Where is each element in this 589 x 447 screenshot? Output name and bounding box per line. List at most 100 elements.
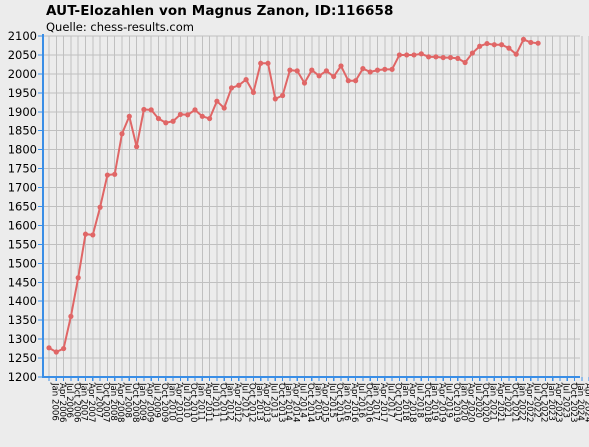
series-layer: [46, 36, 541, 355]
data-point: [141, 106, 147, 113]
data-point: [484, 40, 490, 47]
x-tick-label: Jan 2006: [50, 382, 60, 421]
data-point: [126, 113, 132, 119]
data-point: [506, 45, 512, 51]
x-tick-label: Jan 2021: [488, 382, 498, 421]
data-point: [228, 85, 235, 91]
x-tick-label: Jan 2022: [517, 382, 527, 421]
data-point: [243, 76, 249, 83]
axes: [38, 34, 589, 381]
y-tick-label: 2000: [8, 67, 37, 81]
x-tick-label: Jan 2017: [371, 382, 381, 421]
data-point: [338, 63, 344, 69]
x-tick-label: Apr 2010: [174, 383, 184, 422]
x-tick-label: Apr 2022: [524, 383, 534, 422]
data-point: [331, 73, 337, 80]
data-point: [360, 65, 366, 72]
data-point: [272, 96, 278, 102]
data-point: [97, 204, 103, 210]
data-point: [455, 55, 461, 61]
x-tick-label: Jul 2020: [473, 382, 483, 418]
x-tick-label: Oct 2013: [276, 383, 286, 422]
x-tick-label: Oct 2011: [217, 383, 227, 422]
data-point: [104, 172, 110, 178]
x-tick-label: Jul 2013: [269, 382, 279, 418]
x-tick-label: Jan 2010: [166, 382, 176, 421]
x-tick-label: Apr 2015: [320, 383, 330, 422]
data-point: [345, 78, 351, 84]
x-tick-label: Oct 2006: [71, 383, 81, 422]
data-point: [426, 54, 432, 60]
x-tick-label: Apr 2020: [466, 383, 476, 422]
data-point: [440, 54, 446, 61]
data-point: [280, 92, 286, 99]
x-tick-label: Jan 2014: [283, 382, 293, 421]
x-tick-label: Oct 2010: [188, 383, 198, 422]
data-point: [520, 36, 527, 43]
y-tick-label: 1750: [8, 162, 37, 176]
data-point: [258, 60, 264, 66]
data-point: [155, 115, 162, 122]
data-point: [134, 144, 140, 150]
x-tick-label: Oct 2008: [130, 383, 140, 422]
data-point: [75, 275, 81, 281]
y-tick-label: 1800: [8, 143, 37, 157]
x-tick-label: Jul 2009: [152, 382, 162, 418]
data-point: [90, 232, 96, 238]
x-tick-label: Oct 2023: [568, 383, 578, 422]
data-point: [214, 98, 220, 104]
x-tick-label: Oct 2019: [451, 383, 461, 422]
x-tick-label: Apr 2008: [115, 383, 125, 422]
data-point: [309, 67, 315, 73]
x-tick-label: Jan 2008: [108, 382, 118, 421]
data-point: [119, 131, 125, 137]
data-point: [389, 66, 395, 72]
x-tick-label: Jan 2011: [196, 382, 206, 421]
x-tick-label: Apr 2019: [436, 383, 446, 422]
y-tick-label: 1600: [8, 218, 37, 232]
x-tick-label: Apr 2012: [232, 383, 242, 422]
x-tick-label: Jan 2023: [546, 382, 556, 421]
data-point: [221, 105, 227, 111]
y-tick-label: 1650: [8, 200, 37, 214]
data-point: [535, 40, 541, 46]
y-tick-label: 2100: [8, 29, 37, 43]
data-point: [513, 51, 519, 57]
grid-lines: [43, 35, 589, 378]
x-tick-label: Oct 2014: [305, 383, 315, 422]
data-point: [112, 171, 118, 177]
x-tick-label: Oct 2017: [393, 383, 403, 422]
data-point: [316, 73, 322, 79]
y-tick-label: 1200: [8, 370, 37, 384]
x-tick-label: Jul 2012: [239, 382, 249, 418]
x-tick-label: Jan 2009: [137, 382, 147, 421]
data-point: [374, 67, 381, 73]
x-tick-label: Apr 2017: [378, 383, 388, 422]
data-point: [418, 51, 424, 57]
data-point: [477, 43, 483, 49]
x-tick-label: Apr 2014: [290, 383, 300, 422]
y-tick-label: 1950: [8, 86, 37, 100]
x-tick-label: Apr 2024: [582, 383, 589, 422]
data-point: [294, 68, 300, 74]
data-point: [353, 78, 359, 84]
x-tick-label: Jan 2007: [79, 382, 89, 421]
chart-title: AUT-Elozahlen von Magnus Zanon, ID:11665…: [46, 3, 394, 19]
data-point: [177, 111, 183, 118]
x-tick-label: Jul 2017: [385, 382, 395, 418]
x-tick-label: Apr 2006: [57, 383, 67, 422]
x-tick-label: Oct 2021: [509, 383, 519, 422]
y-tick-label: 2050: [8, 48, 37, 62]
data-point: [61, 345, 67, 352]
y-tick-label: 1400: [8, 294, 37, 308]
x-tick-label: Jul 2019: [444, 382, 454, 418]
x-tick-label: Apr 2018: [407, 383, 417, 422]
x-tick-label: Jan 2024: [575, 382, 585, 421]
x-tick-label: Oct 2022: [539, 383, 549, 422]
x-tick-label: Jul 2023: [561, 382, 571, 418]
x-tick-label: Jan 2012: [225, 382, 235, 421]
x-tick-label: Apr 2011: [203, 383, 213, 422]
x-tick-label: Jul 2011: [210, 382, 220, 418]
data-point: [148, 107, 154, 113]
